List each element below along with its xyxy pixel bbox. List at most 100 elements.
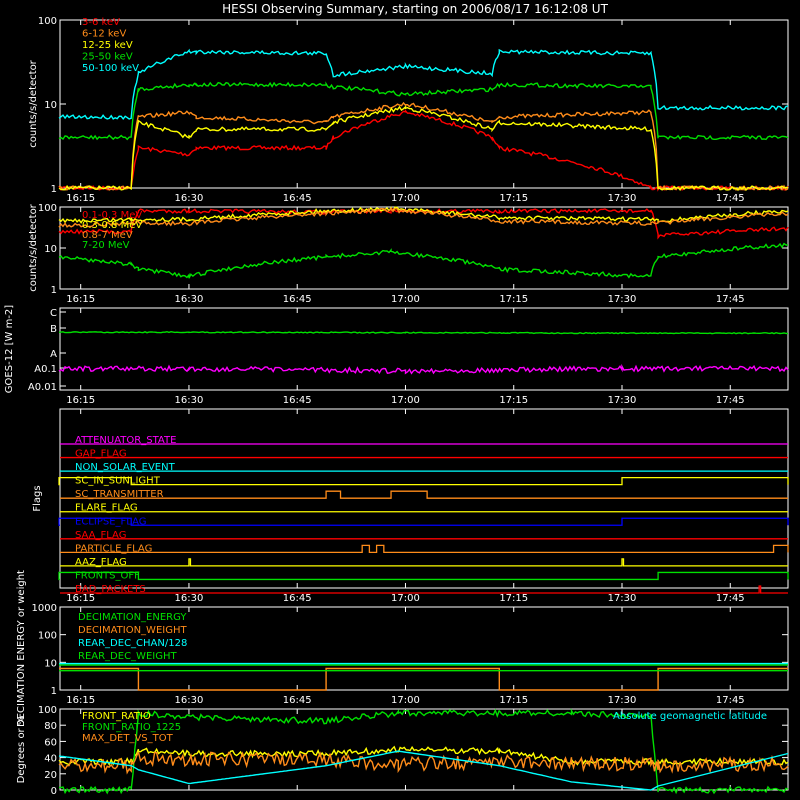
time-tick-label: 16:30 [175,695,204,706]
time-tick-label: 16:45 [283,593,312,604]
time-tick-label: 17:00 [391,593,420,604]
legend-entry: DECIMATION_WEIGHT [78,625,187,636]
series-line [58,48,789,121]
time-tick-label: 16:15 [66,193,95,204]
y-tick-label: 1000 [32,603,57,614]
y-axis-label: counts/s/detector [28,59,39,147]
y-tick-label: A0.01 [28,382,57,393]
legend-entry: 7-20 MeV [82,240,130,251]
time-tick-label: 16:15 [66,593,95,604]
y-tick-label: 100 [38,203,57,214]
flag-trace [60,490,788,499]
time-tick-label: 17:00 [391,193,420,204]
y-tick-label: 40 [44,754,57,765]
time-tick-label: 17:15 [499,193,528,204]
legend-entry: 12-25 keV [82,40,133,51]
flag-label: SC_IN_SUNLIGHT [75,476,161,487]
time-tick-label: 16:45 [283,695,312,706]
time-tick-label: 17:00 [391,395,420,406]
time-tick-label: 16:15 [66,395,95,406]
legend-entry: MAX_DET_VS_TOT [82,733,174,744]
time-tick-label: 17:30 [608,695,637,706]
annotation-label: Absolute geomagnetic latitude [613,711,767,722]
flag-label: SC_TRANSMITTER [75,489,164,500]
y-axis-label: GOES-12 [W m-2] [4,305,15,393]
y-axis-label: Degrees or % [16,716,27,784]
legend-entry: REAR_DEC_WEIGHT [78,651,177,662]
series-line [58,206,789,224]
y-tick-label: 1 [51,184,57,195]
time-tick-label: 16:45 [283,294,312,305]
flag-label: FLARE_FLAG [75,503,138,514]
time-tick-label: 16:30 [175,395,204,406]
y-tick-label: 80 [44,721,57,732]
panel-frame [59,19,789,189]
y-tick-label: 100 [38,631,57,642]
legend-entry: 25-50 keV [82,52,133,63]
panel-frame [59,708,789,791]
y-tick-label: B [50,324,57,335]
y-tick-label: C [50,308,57,319]
flag-trace [60,585,788,594]
time-tick-label: 17:15 [499,294,528,305]
flag-label: BAD_PACKETS [75,584,146,595]
series-line [58,751,789,775]
series-line [58,81,789,141]
time-tick-label: 17:30 [608,593,637,604]
flag-trace [60,544,789,554]
time-tick-label: 16:45 [283,193,312,204]
flag-label: PARTICLE_FLAG [75,543,152,554]
legend-entry: FRONT_RATIO_1225 [82,722,181,733]
flag-label: ECLIPSE_FLAG [75,516,146,527]
series-line [58,207,789,228]
time-tick-label: 16:45 [283,395,312,406]
time-tick-label: 16:30 [175,193,204,204]
y-tick-label: 1 [51,686,57,697]
time-tick-label: 16:30 [175,593,204,604]
legend-entry: DECIMATION_ENERGY [78,612,187,623]
flag-trace [60,558,788,567]
series-line [58,750,789,791]
y-tick-label: A [50,349,57,360]
time-tick-label: 17:45 [716,695,745,706]
flag-label: FRONTS_OFF [75,570,140,581]
time-tick-label: 16:30 [175,294,204,305]
flag-trace [58,517,789,526]
time-tick-label: 17:45 [716,294,745,305]
time-tick-label: 17:00 [391,695,420,706]
legend-entry: 6-12 keV [82,29,126,40]
y-axis-label: DECIMATION ENERGY or weight [16,570,27,727]
time-tick-label: 17:30 [608,294,637,305]
legend-entry: 3-6 keV [82,17,120,28]
y-tick-label: 0 [51,786,57,797]
y-tick-label: 10 [44,658,57,669]
panel-frame [59,307,789,391]
y-tick-label: 100 [38,705,57,716]
series-line [58,708,789,795]
legend-entry: 0.3-0.8 MeV [82,220,142,231]
flag-trace [58,476,789,486]
series-line [58,105,789,192]
y-tick-label: 10 [44,244,57,255]
time-tick-label: 17:15 [499,695,528,706]
legend-entry: 0.8-7 MeV [82,230,133,241]
series-line [58,330,789,335]
y-tick-label: 1 [51,285,57,296]
series-line [58,101,789,191]
time-tick-label: 17:15 [499,593,528,604]
flag-label: AAZ_FLAG [75,557,127,568]
series-line [59,667,788,691]
flag-trace [58,571,789,581]
legend-entry: 0.1-0.3 MeV [82,210,142,221]
series-line [58,363,789,375]
y-axis-label: Flags [32,485,43,511]
series-line [58,242,789,279]
time-tick-label: 17:30 [608,395,637,406]
plot-title: HESSI Observing Summary, starting on 200… [222,2,608,16]
y-tick-label: 20 [44,770,57,781]
legend-entry: 50-100 keV [82,63,139,74]
time-tick-label: 17:15 [499,395,528,406]
series-line [58,108,789,192]
flag-label: ATTENUATOR_STATE [75,435,176,446]
